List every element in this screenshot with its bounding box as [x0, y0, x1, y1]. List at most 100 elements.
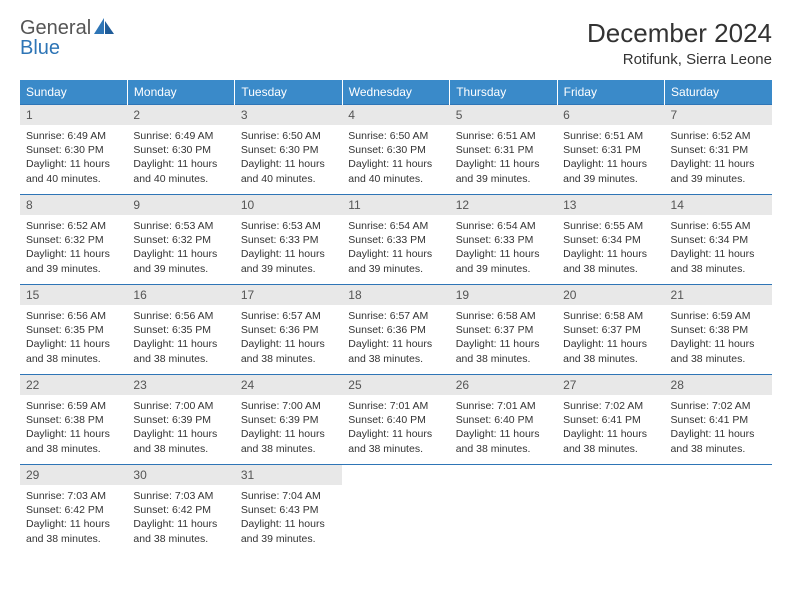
day-cell: 18Sunrise: 6:57 AMSunset: 6:36 PMDayligh…	[342, 285, 449, 375]
day-cell: 24Sunrise: 7:00 AMSunset: 6:39 PMDayligh…	[235, 375, 342, 465]
date-number: 5	[450, 105, 557, 125]
header: General Blue December 2024 Rotifunk, Sie…	[20, 18, 772, 68]
sunset-line: Sunset: 6:42 PM	[133, 503, 228, 517]
day-details: Sunrise: 6:58 AMSunset: 6:37 PMDaylight:…	[450, 305, 557, 370]
sunset-line: Sunset: 6:38 PM	[671, 323, 766, 337]
day-cell: 5Sunrise: 6:51 AMSunset: 6:31 PMDaylight…	[450, 105, 557, 195]
day-cell: 11Sunrise: 6:54 AMSunset: 6:33 PMDayligh…	[342, 195, 449, 285]
day-cell: 20Sunrise: 6:58 AMSunset: 6:37 PMDayligh…	[557, 285, 664, 375]
daylight-line: Daylight: 11 hours and 38 minutes.	[456, 427, 551, 455]
sunset-line: Sunset: 6:37 PM	[563, 323, 658, 337]
date-number: 30	[127, 465, 234, 485]
sunset-line: Sunset: 6:38 PM	[26, 413, 121, 427]
daylight-line: Daylight: 11 hours and 40 minutes.	[241, 157, 336, 185]
sunrise-line: Sunrise: 7:02 AM	[563, 399, 658, 413]
sunrise-line: Sunrise: 6:57 AM	[348, 309, 443, 323]
location: Rotifunk, Sierra Leone	[587, 51, 772, 68]
date-number: 15	[20, 285, 127, 305]
sunrise-line: Sunrise: 7:03 AM	[133, 489, 228, 503]
day-header-thursday: Thursday	[450, 80, 557, 105]
sunrise-line: Sunrise: 7:02 AM	[671, 399, 766, 413]
daylight-line: Daylight: 11 hours and 38 minutes.	[671, 427, 766, 455]
day-cell: 25Sunrise: 7:01 AMSunset: 6:40 PMDayligh…	[342, 375, 449, 465]
day-header-row: SundayMondayTuesdayWednesdayThursdayFrid…	[20, 80, 772, 105]
date-number: 29	[20, 465, 127, 485]
daylight-line: Daylight: 11 hours and 38 minutes.	[348, 427, 443, 455]
day-details: Sunrise: 7:01 AMSunset: 6:40 PMDaylight:…	[342, 395, 449, 460]
day-cell: 15Sunrise: 6:56 AMSunset: 6:35 PMDayligh…	[20, 285, 127, 375]
daylight-line: Daylight: 11 hours and 38 minutes.	[348, 337, 443, 365]
day-cell: 12Sunrise: 6:54 AMSunset: 6:33 PMDayligh…	[450, 195, 557, 285]
date-number: 9	[127, 195, 234, 215]
day-details: Sunrise: 7:01 AMSunset: 6:40 PMDaylight:…	[450, 395, 557, 460]
day-cell: 4Sunrise: 6:50 AMSunset: 6:30 PMDaylight…	[342, 105, 449, 195]
day-header-saturday: Saturday	[665, 80, 772, 105]
day-cell: 16Sunrise: 6:56 AMSunset: 6:35 PMDayligh…	[127, 285, 234, 375]
sunset-line: Sunset: 6:31 PM	[563, 143, 658, 157]
day-details: Sunrise: 7:04 AMSunset: 6:43 PMDaylight:…	[235, 485, 342, 550]
empty-cell	[342, 465, 449, 555]
sunset-line: Sunset: 6:30 PM	[26, 143, 121, 157]
daylight-line: Daylight: 11 hours and 39 minutes.	[133, 247, 228, 275]
logo: General Blue	[20, 18, 114, 58]
day-details: Sunrise: 6:54 AMSunset: 6:33 PMDaylight:…	[342, 215, 449, 280]
day-details: Sunrise: 6:56 AMSunset: 6:35 PMDaylight:…	[20, 305, 127, 370]
day-details: Sunrise: 6:59 AMSunset: 6:38 PMDaylight:…	[665, 305, 772, 370]
day-cell: 8Sunrise: 6:52 AMSunset: 6:32 PMDaylight…	[20, 195, 127, 285]
daylight-line: Daylight: 11 hours and 38 minutes.	[563, 427, 658, 455]
daylight-line: Daylight: 11 hours and 40 minutes.	[26, 157, 121, 185]
title-block: December 2024 Rotifunk, Sierra Leone	[587, 18, 772, 68]
sunset-line: Sunset: 6:31 PM	[671, 143, 766, 157]
sunset-line: Sunset: 6:31 PM	[456, 143, 551, 157]
sunset-line: Sunset: 6:32 PM	[26, 233, 121, 247]
date-number: 19	[450, 285, 557, 305]
daylight-line: Daylight: 11 hours and 38 minutes.	[563, 247, 658, 275]
date-number: 21	[665, 285, 772, 305]
sunrise-line: Sunrise: 6:56 AM	[26, 309, 121, 323]
sunrise-line: Sunrise: 7:01 AM	[456, 399, 551, 413]
date-number: 10	[235, 195, 342, 215]
logo-text-block: General Blue	[20, 18, 114, 58]
logo-word-general: General	[20, 17, 91, 39]
date-number: 6	[557, 105, 664, 125]
daylight-line: Daylight: 11 hours and 38 minutes.	[133, 427, 228, 455]
day-cell: 29Sunrise: 7:03 AMSunset: 6:42 PMDayligh…	[20, 465, 127, 555]
day-cell: 23Sunrise: 7:00 AMSunset: 6:39 PMDayligh…	[127, 375, 234, 465]
day-details: Sunrise: 7:00 AMSunset: 6:39 PMDaylight:…	[235, 395, 342, 460]
calendar-row: 1Sunrise: 6:49 AMSunset: 6:30 PMDaylight…	[20, 105, 772, 195]
calendar-row: 15Sunrise: 6:56 AMSunset: 6:35 PMDayligh…	[20, 285, 772, 375]
day-cell: 6Sunrise: 6:51 AMSunset: 6:31 PMDaylight…	[557, 105, 664, 195]
date-number: 4	[342, 105, 449, 125]
calendar-row: 29Sunrise: 7:03 AMSunset: 6:42 PMDayligh…	[20, 465, 772, 555]
sunset-line: Sunset: 6:32 PM	[133, 233, 228, 247]
sunset-line: Sunset: 6:36 PM	[348, 323, 443, 337]
day-header-monday: Monday	[127, 80, 234, 105]
daylight-line: Daylight: 11 hours and 39 minutes.	[563, 157, 658, 185]
sunset-line: Sunset: 6:30 PM	[241, 143, 336, 157]
day-details: Sunrise: 6:59 AMSunset: 6:38 PMDaylight:…	[20, 395, 127, 460]
day-details: Sunrise: 7:03 AMSunset: 6:42 PMDaylight:…	[127, 485, 234, 550]
day-cell: 3Sunrise: 6:50 AMSunset: 6:30 PMDaylight…	[235, 105, 342, 195]
sunset-line: Sunset: 6:33 PM	[348, 233, 443, 247]
sunset-line: Sunset: 6:41 PM	[671, 413, 766, 427]
date-number: 20	[557, 285, 664, 305]
sunrise-line: Sunrise: 6:59 AM	[671, 309, 766, 323]
day-details: Sunrise: 6:49 AMSunset: 6:30 PMDaylight:…	[20, 125, 127, 190]
date-number: 14	[665, 195, 772, 215]
day-cell: 27Sunrise: 7:02 AMSunset: 6:41 PMDayligh…	[557, 375, 664, 465]
day-cell: 14Sunrise: 6:55 AMSunset: 6:34 PMDayligh…	[665, 195, 772, 285]
day-cell: 9 Sunrise: 6:53 AMSunset: 6:32 PMDaylight…	[127, 195, 234, 285]
sunset-line: Sunset: 6:37 PM	[456, 323, 551, 337]
daylight-line: Daylight: 11 hours and 38 minutes.	[133, 517, 228, 545]
sunrise-line: Sunrise: 6:59 AM	[26, 399, 121, 413]
empty-cell	[450, 465, 557, 555]
sunset-line: Sunset: 6:34 PM	[563, 233, 658, 247]
day-details: Sunrise: 6:53 AMSunset: 6:33 PMDaylight:…	[235, 215, 342, 280]
day-details: Sunrise: 6:52 AMSunset: 6:32 PMDaylight:…	[20, 215, 127, 280]
month-title: December 2024	[587, 18, 772, 49]
day-cell: 22Sunrise: 6:59 AMSunset: 6:38 PMDayligh…	[20, 375, 127, 465]
date-number: 24	[235, 375, 342, 395]
sunrise-line: Sunrise: 6:53 AM	[133, 219, 228, 233]
daylight-line: Daylight: 11 hours and 39 minutes.	[671, 157, 766, 185]
sunrise-line: Sunrise: 7:03 AM	[26, 489, 121, 503]
